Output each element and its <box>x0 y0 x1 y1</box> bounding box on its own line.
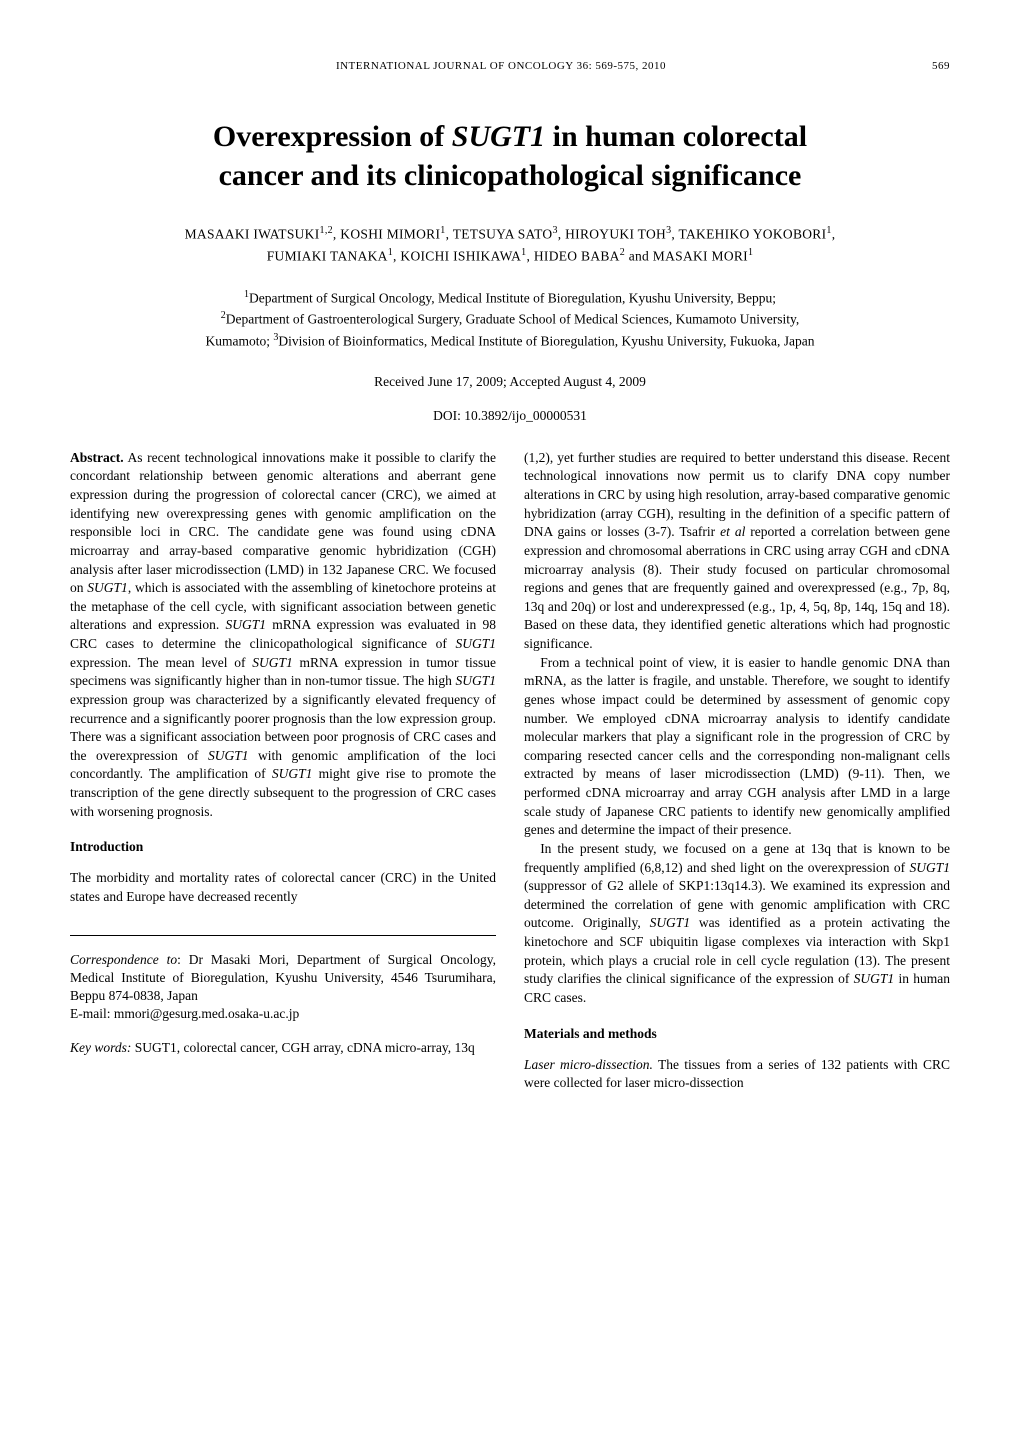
author-1: MASAAKI IWATSUKI <box>185 227 320 242</box>
affil-sup-9: 1 <box>748 247 753 258</box>
right-column: (1,2), yet further studies are required … <box>524 449 950 1093</box>
correspondence-email: E-mail: mmori@gesurg.med.osaka-u.ac.jp <box>70 1006 299 1021</box>
materials-methods-heading: Materials and methods <box>524 1026 950 1042</box>
body-paragraph-2: From a technical point of view, it is ea… <box>524 654 950 840</box>
journal-header-text: INTERNATIONAL JOURNAL OF ONCOLOGY 36: 56… <box>336 60 666 72</box>
body-paragraph-3: In the present study, we focused on a ge… <box>524 840 950 1008</box>
article-title: Overexpression of SUGT1 in human colorec… <box>70 117 950 195</box>
title-gene: SUGT1 <box>452 120 545 153</box>
and-sep: and <box>625 248 653 263</box>
title-part-1b: in human colorectal <box>545 120 807 153</box>
author-4: HIROYUKI TOH <box>565 227 666 242</box>
body-paragraph-1: (1,2), yet further studies are required … <box>524 449 950 654</box>
keywords-text: SUGT1, colorectal cancer, CGH array, cDN… <box>131 1040 474 1055</box>
affil-sup-1: 1,2 <box>320 225 333 236</box>
author-2: KOSHI MIMORI <box>340 227 440 242</box>
correspondence-label: Correspondence to <box>70 952 177 967</box>
two-column-layout: Abstract. As recent technological innova… <box>70 449 950 1093</box>
keywords-block: Key words: SUGT1, colorectal cancer, CGH… <box>70 1039 496 1057</box>
intro-paragraph-1: The morbidity and mortality rates of col… <box>70 869 496 906</box>
correspondence-block: Correspondence to: Dr Masaki Mori, Depar… <box>70 951 496 1024</box>
abstract-paragraph: Abstract. As recent technological innova… <box>70 449 496 822</box>
mm-paragraph-1: Laser micro-dissection. The tissues from… <box>524 1056 950 1093</box>
page-number: 569 <box>932 60 950 72</box>
footer-separator <box>70 935 496 936</box>
introduction-heading: Introduction <box>70 839 496 855</box>
affiliations-block: 1Department of Surgical Oncology, Medica… <box>70 287 950 352</box>
sep: , <box>558 227 565 242</box>
abstract-label: Abstract. <box>70 450 124 465</box>
author-7: KOICHI ISHIKAWA <box>400 248 521 263</box>
affiliation-2: Department of Gastroenterological Surger… <box>226 312 799 327</box>
authors-block: MASAAKI IWATSUKI1,2, KOSHI MIMORI 1, TETS… <box>70 223 950 267</box>
sep: , <box>446 227 453 242</box>
title-part-2: cancer and its clinicopathological signi… <box>219 159 802 192</box>
author-8: HIDEO BABA <box>534 248 620 263</box>
mm-subsection-label: Laser micro-dissection. <box>524 1057 653 1072</box>
sep: , <box>526 248 533 263</box>
doi: DOI: 10.3892/ijo_00000531 <box>70 408 950 424</box>
sep: , <box>832 227 836 242</box>
affiliation-3: Division of Bioinformatics, Medical Inst… <box>278 334 814 349</box>
affiliation-1: Department of Surgical Oncology, Medical… <box>249 290 776 305</box>
title-part-1: Overexpression of <box>213 120 452 153</box>
author-9: MASAKI MORI <box>653 248 748 263</box>
author-3: TETSUYA SATO <box>453 227 553 242</box>
received-accepted-dates: Received June 17, 2009; Accepted August … <box>70 374 950 390</box>
affiliation-3-pre: Kumamoto; <box>206 334 274 349</box>
left-column: Abstract. As recent technological innova… <box>70 449 496 1093</box>
author-5: TAKEHIKO YOKOBORI <box>679 227 827 242</box>
journal-header: INTERNATIONAL JOURNAL OF ONCOLOGY 36: 56… <box>70 60 950 72</box>
keywords-label: Key words: <box>70 1040 131 1055</box>
author-6: FUMIAKI TANAKA <box>267 248 388 263</box>
sep: , <box>671 227 678 242</box>
abstract-text: As recent technological innovations make… <box>70 450 496 819</box>
